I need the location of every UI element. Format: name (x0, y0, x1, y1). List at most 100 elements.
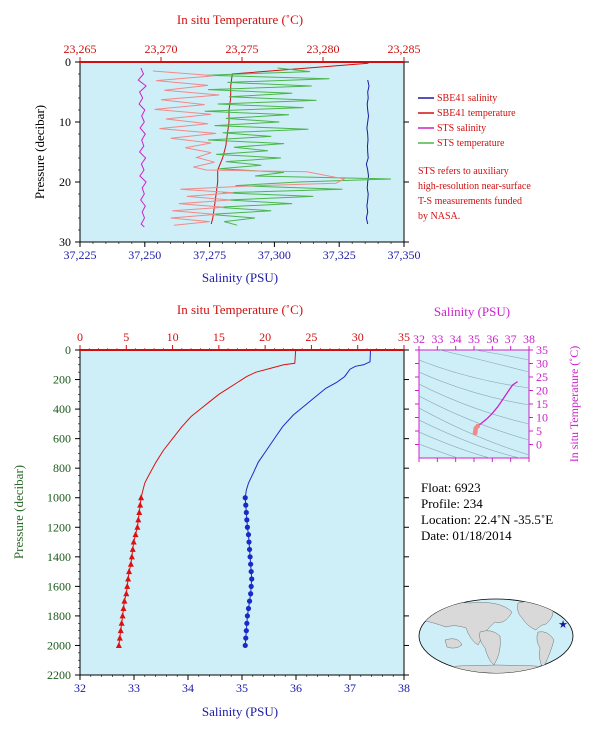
temperature-tick-label: 0 (77, 330, 83, 344)
density-contour (419, 359, 529, 389)
bottom-plot-area (79, 349, 405, 676)
float-id: Float: 6923 (421, 480, 481, 495)
top-axes: 23,265 23,270 23,275 23,280 23,285 37,225 37,2… (59, 42, 421, 262)
ts-y-tick-label: 25 (536, 370, 548, 384)
profile-marker-triangle (123, 590, 130, 597)
pressure-tick-label: 1200 (47, 520, 71, 534)
top-plot-area (79, 61, 405, 243)
ts-x-tick-label: 37 (505, 332, 517, 346)
bottom-axes: 0 5 10 15 20 25 30 35 32 33 34 35 36 37 38 0 200 400 600 80… (47, 330, 410, 695)
ts-x-tick-label: 35 (468, 332, 480, 346)
temperature-tick-label: 10 (167, 330, 179, 344)
top-tick-label: 23,285 (388, 42, 421, 56)
profile-marker-triangle (119, 612, 126, 619)
top-series-line-0 (365, 79, 370, 225)
profile-marker-circle (248, 561, 254, 567)
ts-x-tick-label: 38 (523, 332, 535, 346)
profile-marker-triangle (126, 568, 133, 575)
profile-marker-triangle (129, 545, 136, 552)
profile-line-0 (118, 349, 297, 646)
ts-y-tick-label: 30 (536, 357, 548, 371)
profile-marker-circle (246, 539, 252, 545)
profile-marker-circle (242, 495, 248, 501)
salinity-tick-label: 35 (236, 681, 248, 695)
density-contour (419, 431, 491, 458)
profile-marker-circle (248, 591, 254, 597)
legend-label-sts-salinity: STS salinity (437, 123, 486, 134)
ts-x-tick-label: 36 (486, 332, 498, 346)
ts-y-tick-label: 15 (536, 397, 548, 411)
temperature-tick-label: 30 (352, 330, 364, 344)
top-series-line-3 (204, 67, 392, 226)
top-series-line-2 (137, 67, 147, 228)
note-line-2: high-resolution near-surface (418, 181, 531, 192)
top-tick-label: 23,280 (307, 42, 340, 56)
temperature-tick-label: 35 (398, 330, 410, 344)
profile-marker-triangle (135, 516, 142, 523)
profile-marker-triangle (118, 619, 125, 626)
legend: SBE41 salinity SBE41 temperature STS sal… (418, 93, 516, 149)
pressure-tick-label: 1800 (47, 609, 71, 623)
profile-number: Profile: 234 (421, 496, 483, 511)
map-land (420, 600, 566, 673)
top-series (137, 62, 392, 228)
legend-label-sbe41-salinity: SBE41 salinity (437, 93, 497, 104)
salinity-tick-label: 34 (182, 681, 194, 695)
top-panel: 23,265 23,270 23,275 23,280 23,285 37,225 37,2… (32, 12, 531, 285)
profile-marker-triangle (116, 634, 123, 641)
y-tick-label: 0 (65, 55, 71, 69)
top-panel-bottom-axis-label: Salinity (PSU) (202, 270, 278, 285)
pressure-tick-label: 1000 (47, 491, 71, 505)
profile-marker-circle (246, 598, 253, 604)
profile-marker-circle (249, 576, 255, 582)
top-tick-label: 23,275 (226, 42, 259, 56)
profile-marker-circle (245, 532, 252, 538)
profile-marker-triangle (120, 605, 127, 612)
note-line-3: T-S measurements funded (418, 196, 522, 207)
y-tick-label: 20 (59, 175, 71, 189)
ts-y-tick-label: 0 (536, 438, 542, 452)
profile-marker-circle (247, 554, 253, 560)
bottom-tick-label: 37,300 (258, 248, 291, 262)
top-series-line-4 (152, 70, 346, 226)
bottom-tick-label: 37,225 (64, 248, 97, 262)
pressure-tick-label: 0 (65, 343, 71, 357)
map-continent-antarctica (429, 664, 566, 673)
profile-marker-triangle (136, 509, 143, 515)
ts-y-tick-label: 35 (536, 343, 548, 357)
bottom-panel: 0 5 10 15 20 25 30 35 32 33 34 35 36 37 38 0 200 400 600 80… (11, 302, 410, 719)
salinity-tick-label: 38 (398, 681, 410, 695)
location: Location: 22.4˚N -35.5˚E (421, 512, 553, 527)
profile-marker-circle (248, 583, 254, 589)
top-tick-label: 23,270 (145, 42, 178, 56)
pressure-tick-label: 2200 (47, 668, 71, 682)
bottom-tick-label: 37,275 (193, 248, 226, 262)
density-contour (439, 350, 529, 373)
bottom-panel-bottom-axis-label: Salinity (PSU) (202, 704, 278, 719)
density-contour (419, 419, 521, 458)
density-contour (419, 371, 529, 406)
ts-y-tick-label: 20 (536, 384, 548, 398)
salinity-tick-label: 32 (74, 681, 86, 695)
profile-marker-circle (243, 509, 249, 516)
temperature-tick-label: 5 (123, 330, 129, 344)
ts-y-tick-label: 10 (536, 411, 548, 425)
profile-marker-triangle (117, 627, 124, 634)
ts-series (472, 381, 518, 436)
temperature-tick-label: 15 (213, 330, 225, 344)
profile-marker-circle (244, 620, 250, 626)
map-continent-australia (444, 638, 463, 649)
bottom-tick-label: 37,350 (388, 248, 421, 262)
ts-inset-right-axis-label: In situ Temperature (˚C) (567, 346, 581, 463)
sts-note: STS refers to auxiliary high-resolution … (418, 166, 531, 222)
density-contour (419, 395, 529, 441)
profile-marker-circle (244, 517, 250, 523)
ts-x-tick-label: 32 (413, 332, 425, 346)
profile-marker-triangle (138, 494, 145, 501)
bottom-panel-top-axis-label: In situ Temperature (˚C) (177, 302, 303, 317)
float-info: Float: 6923 Profile: 234 Location: 22.4˚… (421, 480, 553, 543)
density-contours (419, 350, 529, 458)
